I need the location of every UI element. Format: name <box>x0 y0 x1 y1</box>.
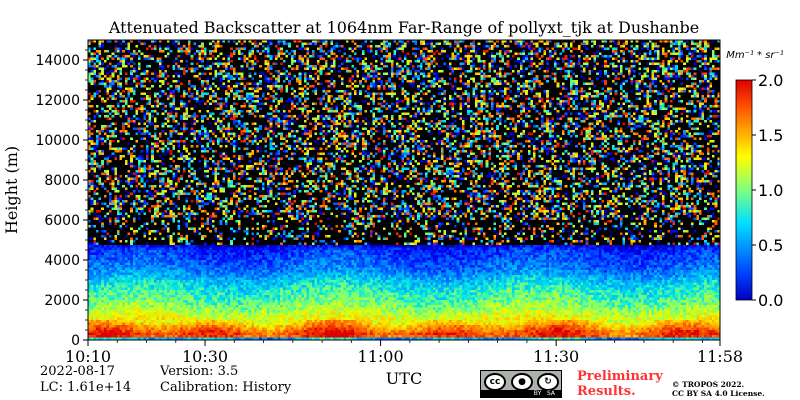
colorbar-tick-label: 0.5 <box>758 236 783 255</box>
y-tick-label: 12000 <box>35 93 80 109</box>
sa-share-icon: ↻ <box>537 373 559 391</box>
copyright-line2: CC BY SA 4.0 License. <box>672 389 765 398</box>
chart-title: Attenuated Backscatter at 1064nm Far-Ran… <box>108 18 699 37</box>
colorbar-tick-label: 2.0 <box>758 71 783 90</box>
tropos-copyright: © TROPOS 2022. CC BY SA 4.0 License. <box>672 380 765 398</box>
preliminary-results: Preliminary Results. <box>577 369 663 399</box>
cc-icon: cc <box>484 373 506 391</box>
y-tick-label: 14000 <box>35 53 80 69</box>
preliminary-line1: Preliminary <box>577 369 663 384</box>
y-tick-label: 2000 <box>44 293 80 309</box>
x-axis-label: UTC <box>386 369 422 388</box>
y-tick-label: 4000 <box>44 253 80 269</box>
footer-calibration: Calibration: History <box>160 380 292 395</box>
y-tick-label: 0 <box>71 333 80 349</box>
plot-area <box>88 40 720 340</box>
footer-date: 2022-08-17 <box>40 364 115 379</box>
y-tick-label: 8000 <box>44 173 80 189</box>
colorbar-ticks: 0.0 0.5 1.0 1.5 2.0 <box>752 71 783 310</box>
x-tick-label: 11:00 <box>358 347 404 366</box>
x-tick-label: 11:58 <box>697 347 743 366</box>
cc-sa-label: SA <box>546 390 555 397</box>
copyright-line1: © TROPOS 2022. <box>672 380 745 389</box>
y-tick-label: 6000 <box>44 213 80 229</box>
x-axis: 10:10 10:30 11:00 11:30 11:58 <box>65 340 743 366</box>
colorbar-label: Mm⁻¹ * sr⁻¹ <box>726 50 784 61</box>
x-tick-label: 11:30 <box>533 347 579 366</box>
colorbar-tick-label: 0.0 <box>758 291 783 310</box>
x-tick-label: 10:30 <box>182 347 228 366</box>
cc-by-label: BY <box>533 390 542 397</box>
colorbar <box>735 79 753 301</box>
y-tick-label: 10000 <box>35 133 80 149</box>
cc-license-logo: cc ● ↻ BY SA <box>480 370 562 398</box>
x-tick-label: 10:10 <box>65 347 111 366</box>
cc-strip: BY SA <box>481 390 561 397</box>
colorbar-tick-label: 1.5 <box>758 126 783 145</box>
footer-version: Version: 3.5 <box>160 364 239 379</box>
footer-lc: LC: 1.61e+14 <box>40 380 132 395</box>
preliminary-line2: Results. <box>577 384 636 399</box>
by-person-icon: ● <box>511 373 533 391</box>
y-axis: 0 2000 4000 6000 8000 10000 12000 14000 <box>35 49 88 349</box>
y-axis-label: Height (m) <box>2 146 21 234</box>
colorbar-tick-label: 1.0 <box>758 181 783 200</box>
backscatter-heatmap <box>88 40 720 340</box>
